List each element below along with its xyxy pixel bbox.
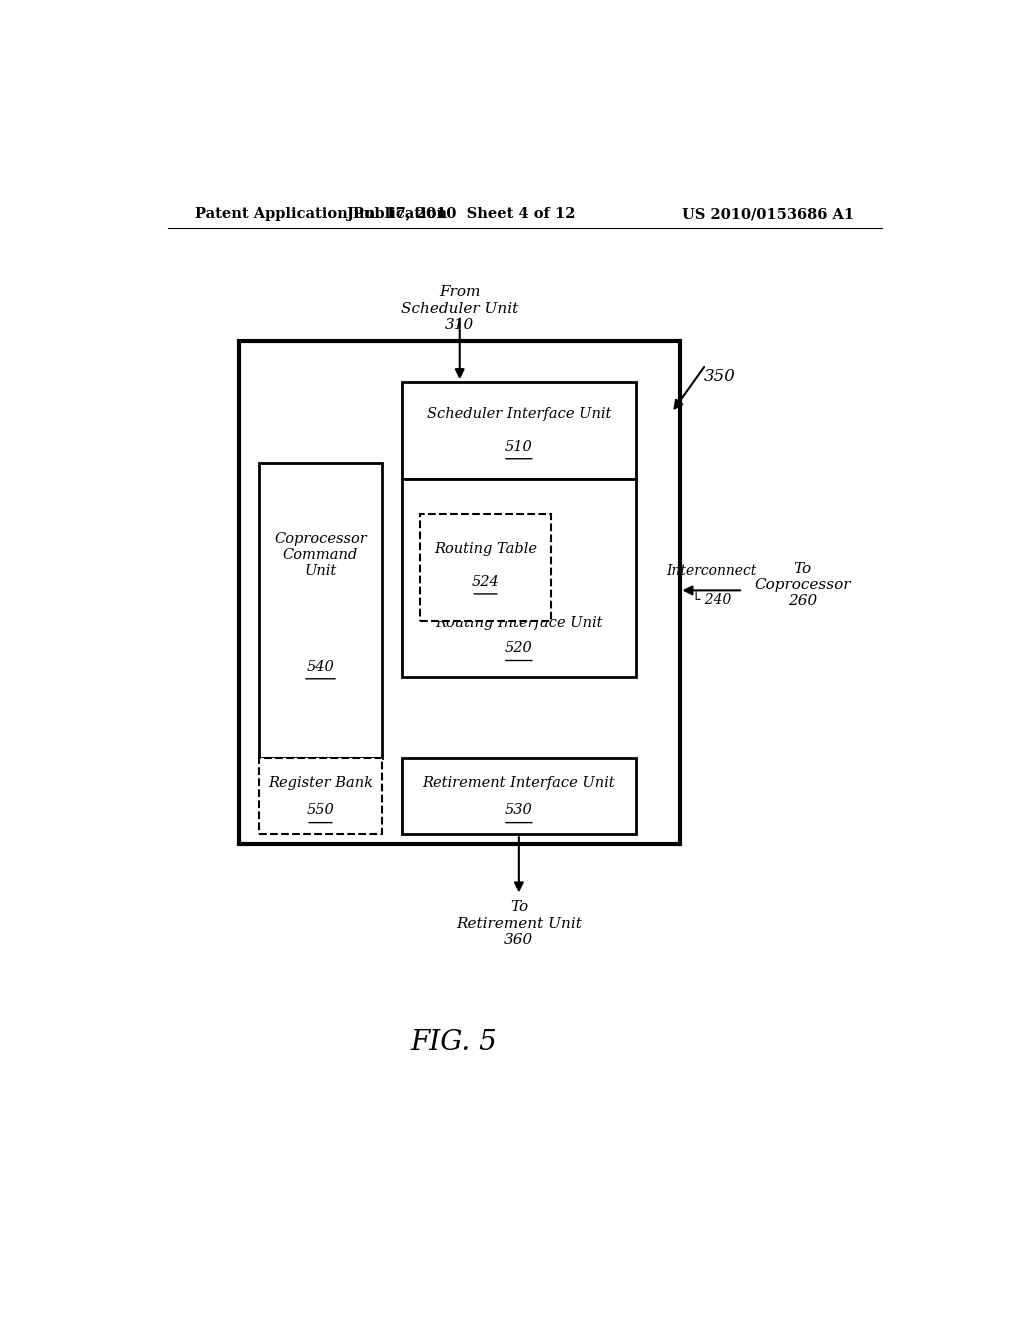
- Text: Coprocessor
Command
Unit: Coprocessor Command Unit: [274, 532, 367, 578]
- Text: Routing Table: Routing Table: [434, 543, 537, 556]
- Text: Routing Interface Unit: Routing Interface Unit: [435, 616, 602, 630]
- Bar: [401, 381, 636, 479]
- Text: 510: 510: [505, 440, 532, 454]
- Text: 530: 530: [505, 804, 532, 817]
- Bar: [401, 758, 636, 834]
- Bar: [259, 758, 382, 834]
- Text: To
Retirement Unit
360: To Retirement Unit 360: [456, 900, 582, 946]
- Bar: [401, 479, 636, 677]
- Bar: [259, 463, 382, 758]
- Text: From
Scheduler Unit
310: From Scheduler Unit 310: [401, 285, 518, 331]
- Text: 550: 550: [306, 804, 334, 817]
- Text: Jun. 17, 2010  Sheet 4 of 12: Jun. 17, 2010 Sheet 4 of 12: [347, 207, 575, 222]
- Text: 524: 524: [472, 574, 500, 589]
- Text: └ 240: └ 240: [691, 594, 731, 607]
- Text: Scheduler Interface Unit: Scheduler Interface Unit: [427, 407, 611, 421]
- Text: 540: 540: [306, 660, 334, 673]
- Text: Patent Application Publication: Patent Application Publication: [196, 207, 447, 222]
- Text: 520: 520: [505, 642, 532, 655]
- Text: Retirement Interface Unit: Retirement Interface Unit: [423, 776, 615, 789]
- Text: Interconnect: Interconnect: [666, 564, 757, 578]
- Text: US 2010/0153686 A1: US 2010/0153686 A1: [682, 207, 854, 222]
- Text: FIG. 5: FIG. 5: [410, 1030, 497, 1056]
- Bar: [420, 515, 551, 620]
- Bar: [240, 342, 680, 845]
- Text: Register Bank: Register Bank: [268, 776, 373, 789]
- Text: 350: 350: [703, 368, 735, 385]
- Text: To
Coprocessor
260: To Coprocessor 260: [755, 562, 851, 609]
